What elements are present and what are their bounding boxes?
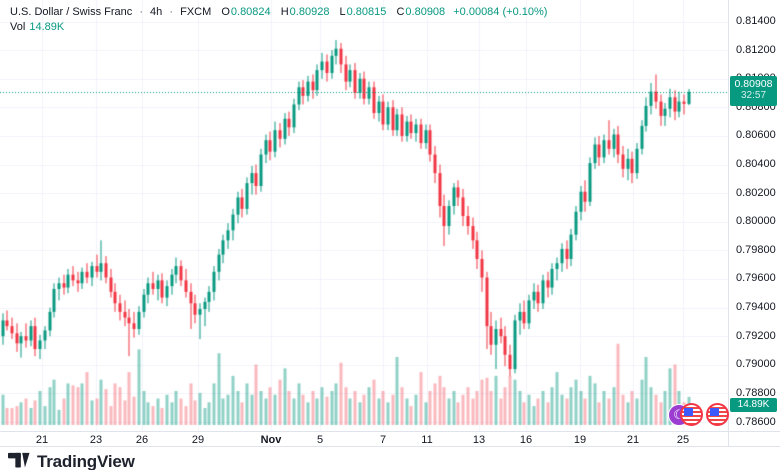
price-tick-label: 0.80200 <box>736 186 776 199</box>
flag-canton <box>710 408 719 416</box>
time-tick-label: 13 <box>472 434 486 446</box>
open-label: O <box>221 6 230 18</box>
us-flag-icon[interactable] <box>706 403 729 426</box>
price-tick-label: 0.79800 <box>736 243 776 256</box>
time-axis[interactable]: 21 23 26 29 Nov 5 7 11 13 16 19 21 25 <box>0 431 728 447</box>
bar-countdown: 32:57 <box>740 89 767 101</box>
volume-label: Vol <box>10 21 26 33</box>
open-value: 0.80824 <box>230 6 271 18</box>
us-flag-icon[interactable] <box>680 403 703 426</box>
time-tick-label: 16 <box>519 434 533 446</box>
exchange-label: FXCM <box>180 6 212 18</box>
high-value: 0.80928 <box>289 6 330 18</box>
time-axis-separator <box>0 431 780 432</box>
time-tick-label: 25 <box>676 434 690 446</box>
moon-glyph: ☾ <box>673 407 685 422</box>
separator-dot: · <box>169 6 174 18</box>
time-tick-label: 21 <box>35 434 49 446</box>
price-tick-label: 0.80600 <box>736 129 776 142</box>
close-value: 0.80908 <box>405 6 446 18</box>
volume-axis-badge: 14.89K <box>730 398 777 412</box>
price-tick-label: 0.80000 <box>736 215 776 228</box>
volume-row: Vol 14.89K <box>10 20 547 35</box>
price-axis-separator <box>728 0 729 447</box>
tradingview-logomark <box>8 452 30 468</box>
time-tick-label: 11 <box>421 434 433 446</box>
price-tick-label: 0.78800 <box>736 386 776 399</box>
time-tick-label: 26 <box>135 434 149 446</box>
separator-dot: · <box>139 6 143 18</box>
time-tick-label: 19 <box>573 434 587 446</box>
tradingview-logo[interactable]: TradingView <box>8 451 135 470</box>
time-tick-label: 21 <box>626 434 640 446</box>
last-price-value: 0.80908 <box>734 77 773 90</box>
price-tick-label: 0.79400 <box>736 301 776 314</box>
price-tick-label: 0.79600 <box>736 272 776 285</box>
time-tick-label: 23 <box>89 434 103 446</box>
widget-bottom-border <box>0 446 780 447</box>
last-price-badge: 0.80908 32:57 <box>730 75 777 106</box>
interval-label[interactable]: 4h <box>150 6 163 18</box>
price-tick-label: 0.79000 <box>736 358 776 371</box>
symbol-title-row: U.S. Dollar / Swiss Franc · 4h · FXCM O0… <box>10 5 547 20</box>
volume-value: 14.89K <box>29 21 65 33</box>
price-axis[interactable]: 0.814000.812000.810000.808000.806000.804… <box>729 0 780 431</box>
high-label: H <box>280 6 289 18</box>
low-label: L <box>339 6 346 18</box>
price-tick-label: 0.80400 <box>736 158 776 171</box>
symbol-title[interactable]: U.S. Dollar / Swiss Franc <box>10 6 133 18</box>
time-tick-label: 29 <box>191 434 205 446</box>
price-chart-canvas[interactable] <box>0 0 728 431</box>
price-tick-label: 0.81400 <box>736 15 776 27</box>
low-value: 0.80815 <box>346 6 387 18</box>
tradingview-logo-text: TradingView <box>37 452 135 470</box>
time-tick-label: 5 <box>316 434 324 446</box>
close-label: C <box>396 6 405 18</box>
price-tick-label: 0.79200 <box>736 329 776 342</box>
symbol-info-header[interactable]: U.S. Dollar / Swiss Franc · 4h · FXCM O0… <box>10 5 547 35</box>
price-tick-label: 0.81200 <box>736 43 776 56</box>
flag-canton <box>684 408 693 416</box>
time-tick-label: 7 <box>379 434 387 446</box>
price-tick-label: 0.78600 <box>736 415 776 428</box>
time-tick-label: Nov <box>260 434 282 446</box>
change-value: +0.00084 (+0.10%) <box>453 6 548 18</box>
